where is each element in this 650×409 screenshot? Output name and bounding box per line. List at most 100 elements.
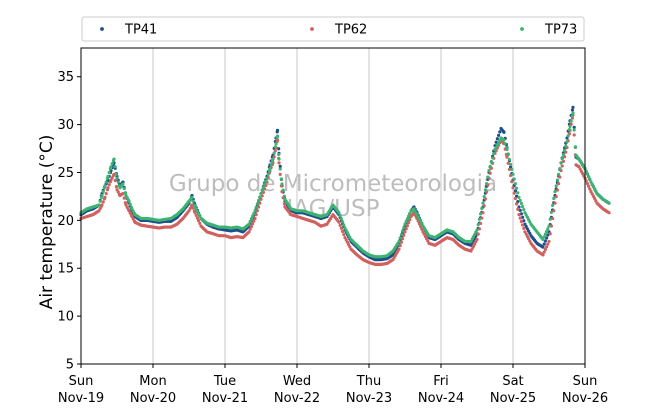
legend-label: TP41 <box>124 23 157 38</box>
data-point <box>515 202 519 206</box>
data-point <box>265 176 269 180</box>
data-point <box>266 172 270 176</box>
data-point <box>257 198 261 203</box>
data-point <box>607 211 611 215</box>
data-point <box>106 174 110 178</box>
legend-label: TP62 <box>334 23 367 38</box>
data-point <box>476 232 480 236</box>
data-point <box>277 152 281 157</box>
data-point <box>519 201 524 206</box>
data-point <box>405 217 409 221</box>
x-tick-label: Nov-20 <box>130 391 176 406</box>
data-point <box>488 171 492 175</box>
data-point <box>401 237 405 241</box>
data-point <box>585 172 590 176</box>
data-point <box>190 195 194 199</box>
data-point <box>275 128 280 132</box>
data-point <box>541 245 545 249</box>
legend-marker <box>100 27 104 31</box>
data-point <box>259 191 263 196</box>
x-tick-day: Wed <box>283 374 311 389</box>
data-point <box>402 226 406 230</box>
data-point <box>479 221 483 226</box>
data-point <box>195 216 199 220</box>
data-point <box>546 242 550 246</box>
series-tp73 <box>79 111 611 259</box>
data-point <box>487 168 491 173</box>
data-point <box>570 116 575 120</box>
data-point <box>399 240 403 244</box>
data-point <box>477 227 481 231</box>
data-point <box>522 208 526 212</box>
data-point <box>561 159 566 163</box>
data-point <box>480 216 484 220</box>
data-points <box>79 105 611 267</box>
data-point <box>507 157 511 162</box>
data-point <box>252 219 256 223</box>
data-point <box>560 157 564 161</box>
data-point <box>515 186 519 190</box>
data-point <box>263 182 267 186</box>
data-point <box>571 111 575 115</box>
data-point <box>257 205 261 209</box>
data-point <box>555 178 560 182</box>
x-tick-label: Nov-21 <box>202 391 248 406</box>
data-point <box>112 157 116 161</box>
data-point <box>607 201 611 205</box>
data-point <box>516 191 520 195</box>
y-tick-label: 10 <box>57 310 74 325</box>
data-point <box>518 198 522 203</box>
data-point <box>503 142 507 146</box>
data-point <box>510 180 514 184</box>
data-point <box>549 224 554 228</box>
data-point <box>486 175 490 179</box>
y-tick-label: 25 <box>57 166 74 181</box>
data-point <box>278 164 282 168</box>
x-tick-label: Nov-23 <box>346 391 392 406</box>
data-point <box>475 237 479 242</box>
data-point <box>561 152 566 157</box>
data-point <box>553 190 557 194</box>
legend-frame <box>81 16 585 42</box>
data-point <box>567 127 572 132</box>
data-point <box>113 178 117 183</box>
data-point <box>190 203 194 207</box>
data-point <box>107 170 111 175</box>
data-point <box>513 181 518 186</box>
data-point <box>110 162 114 166</box>
data-point <box>338 214 342 218</box>
data-point <box>569 119 573 123</box>
data-point <box>191 199 195 203</box>
data-point <box>552 209 556 213</box>
data-point <box>506 152 510 157</box>
data-point <box>497 133 501 137</box>
data-point <box>489 160 493 164</box>
data-point <box>572 133 576 137</box>
data-point <box>339 226 343 231</box>
data-point <box>551 216 555 221</box>
data-point <box>127 199 131 203</box>
legend-label: TP73 <box>544 23 577 38</box>
data-point <box>253 216 257 221</box>
data-point <box>482 195 486 199</box>
data-point <box>558 175 562 179</box>
data-point <box>100 193 104 198</box>
data-point <box>269 163 273 167</box>
data-point <box>254 213 258 217</box>
data-point <box>566 134 570 138</box>
data-point <box>512 177 516 181</box>
data-point <box>516 207 520 211</box>
data-point <box>97 203 101 207</box>
data-point <box>502 138 506 142</box>
x-tick-label: Nov-22 <box>274 391 320 406</box>
x-tick-day: Tue <box>213 374 236 389</box>
data-point <box>547 224 551 228</box>
data-point <box>279 177 283 181</box>
data-point <box>121 191 125 196</box>
data-point <box>197 219 201 223</box>
data-point <box>278 172 282 176</box>
data-point <box>512 191 516 195</box>
data-point <box>480 206 484 211</box>
data-point <box>274 142 278 146</box>
data-point <box>280 182 284 186</box>
